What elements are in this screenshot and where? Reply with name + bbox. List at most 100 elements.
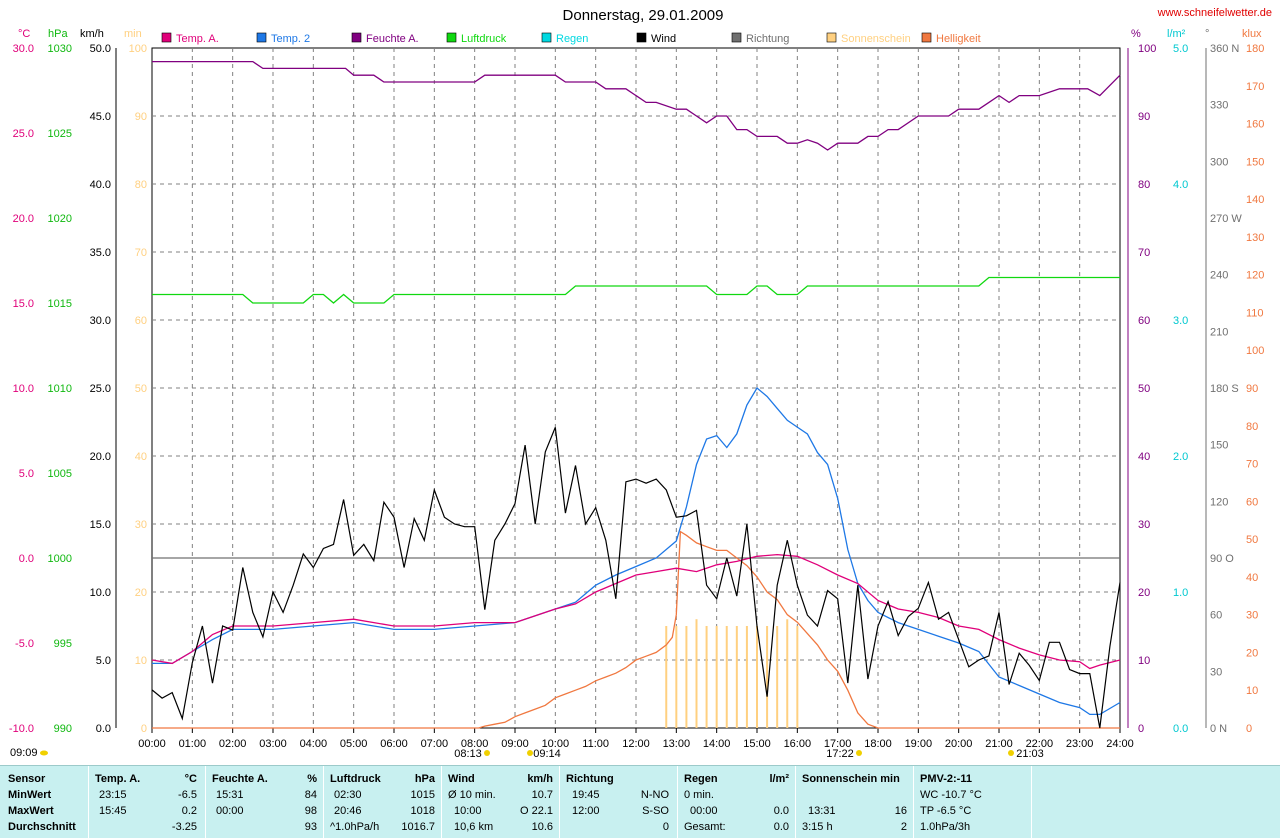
time-tick-label: 03:00 xyxy=(259,738,287,750)
axis-wind-tick: 45.0 xyxy=(90,111,111,123)
axis-temp-tick: 15.0 xyxy=(13,298,34,310)
stats-hum-min-time: 15:31 xyxy=(216,789,244,801)
stats-temp-unit: °C xyxy=(184,773,197,785)
axis-direction-tick: 90 O xyxy=(1210,553,1234,565)
time-tick-label: 08:00 xyxy=(461,738,489,750)
time-tick-label: 13:00 xyxy=(663,738,691,750)
axis-lux-tick: 80 xyxy=(1246,421,1258,433)
axis-lux-tick: 150 xyxy=(1246,156,1264,168)
stats-rain-max-time: 00:00 xyxy=(690,805,718,817)
moonrise-marker: 09:09 xyxy=(10,747,48,759)
time-tick-label: 12:00 xyxy=(622,738,650,750)
stats-temp-min-time: 23:15 xyxy=(99,789,127,801)
stats-divider xyxy=(441,766,442,838)
stats-hum: Feuchte A. % 15:31 84 00:00 98 93 xyxy=(206,766,323,838)
axis-sunmin-tick: 30 xyxy=(135,519,147,531)
axis-lux-tick: 100 xyxy=(1246,345,1264,357)
legend-swatch xyxy=(731,32,742,43)
sunrise-marker: 08:13 xyxy=(454,748,490,760)
axis-direction-tick: 210 xyxy=(1210,326,1228,338)
axis-rain-tick: 3.0 xyxy=(1173,315,1188,327)
unit-rain: l/m² xyxy=(1167,28,1186,40)
axis-labels: 30.025.020.015.010.05.00.0-5.0-10.010301… xyxy=(9,43,1264,750)
stats-pmv-trend: 1.0hPa/3h xyxy=(920,821,971,833)
stats-dir-max: S-SO xyxy=(642,805,669,817)
series-line-luftdruck xyxy=(152,276,1120,304)
axis-humidity-tick: 60 xyxy=(1138,315,1150,327)
stats-press-avg: 1016.7 xyxy=(401,821,435,833)
axis-wind-tick: 5.0 xyxy=(96,655,111,667)
unit-humidity: % xyxy=(1131,28,1141,40)
series-line-feuchte-a xyxy=(152,60,1121,151)
stats-press-max: 1018 xyxy=(410,805,435,817)
stats-temp-max-time: 15:45 xyxy=(99,805,127,817)
sunrise-icon xyxy=(484,750,490,756)
sunset-icon xyxy=(856,750,862,756)
axis-lux-tick: 50 xyxy=(1246,534,1258,546)
stats-temp-avg: -3.25 xyxy=(171,821,197,833)
stats-temp-head: Temp. A. xyxy=(95,773,141,785)
axis-wind-tick: 35.0 xyxy=(90,247,111,259)
axis-humidity-tick: 70 xyxy=(1138,247,1150,259)
axis-temp-tick: 0.0 xyxy=(19,553,34,565)
time-tick-label: 01:00 xyxy=(179,738,207,750)
axis-direction-tick: 30 xyxy=(1210,666,1222,678)
axis-pressure-tick: 1020 xyxy=(48,213,72,225)
stats-divider xyxy=(913,766,914,838)
stats-wind-unit: km/h xyxy=(527,773,553,785)
stats-row-max: MaxWert xyxy=(8,805,54,817)
stats-row-min: MinWert xyxy=(8,789,52,801)
legend-swatch xyxy=(161,32,172,43)
axis-pressure-tick: 1010 xyxy=(48,383,72,395)
axis-lux-tick: 130 xyxy=(1246,232,1264,244)
axis-direction-tick: 60 xyxy=(1210,610,1222,622)
time-tick-label: 11:00 xyxy=(582,738,609,750)
unit-direction: ° xyxy=(1205,28,1209,40)
time-tick-label: 09:00 xyxy=(501,738,529,750)
stats-sun-total: 3:15 h xyxy=(802,821,833,833)
stats-press-min-time: 02:30 xyxy=(334,789,362,801)
stats-rain-unit: l/m² xyxy=(769,773,789,785)
axis-temp-tick: 20.0 xyxy=(13,213,34,225)
moonrise-icon xyxy=(40,750,48,756)
axis-temp-tick: 30.0 xyxy=(13,43,34,55)
legend-label: Temp. A. xyxy=(176,33,219,45)
stats-wind-max: O 22.1 xyxy=(519,805,553,817)
axis-temp-tick: -5.0 xyxy=(15,638,34,650)
axis-humidity-tick: 80 xyxy=(1138,179,1150,191)
stats-wind: Wind km/h Ø 10 min. 10.7 10:00 O 22.1 10… xyxy=(442,766,559,838)
axis-lux-tick: 40 xyxy=(1246,572,1258,584)
site-link[interactable]: www.schneifelwetter.de xyxy=(1157,7,1272,19)
sunset-marker: 17:22 xyxy=(826,748,862,760)
stats-divider xyxy=(205,766,206,838)
stats-dir-max-time: 12:00 xyxy=(572,805,600,817)
axis-sunmin-tick: 60 xyxy=(135,315,147,327)
legend-swatch xyxy=(446,32,457,43)
stats-hum-head: Feuchte A. xyxy=(212,773,268,785)
time-tick-label: 20:00 xyxy=(945,738,973,750)
axis-lux-tick: 0 xyxy=(1246,723,1252,735)
axis-rain-tick: 0.0 xyxy=(1173,723,1188,735)
axis-rain-tick: 4.0 xyxy=(1173,179,1188,191)
axis-temp-tick: 5.0 xyxy=(19,468,34,480)
axis-sunmin-tick: 50 xyxy=(135,383,147,395)
moon-marker: 21:03 xyxy=(1008,748,1044,760)
axis-sunmin-tick: 40 xyxy=(135,451,147,463)
axis-pressure-tick: 1005 xyxy=(48,468,72,480)
stats-sensor-head: Sensor xyxy=(8,773,46,785)
axis-lux-tick: 30 xyxy=(1246,610,1258,622)
chart-series xyxy=(151,60,1121,729)
axis-direction-tick: 270 W xyxy=(1210,213,1242,225)
time-tick-label: 07:00 xyxy=(421,738,449,750)
axis-lux-tick: 140 xyxy=(1246,194,1264,206)
stats-pmv: PMV-2:-11 WC -10.7 °C TP -6.5 °C 1.0hPa/… xyxy=(914,766,1031,838)
axis-wind-tick: 40.0 xyxy=(90,179,111,191)
time-tick-label: 10:00 xyxy=(542,738,570,750)
axis-lux-tick: 110 xyxy=(1246,307,1264,319)
moonset-icon xyxy=(1008,750,1014,756)
legend-swatch xyxy=(826,32,837,43)
axis-lux-tick: 160 xyxy=(1246,119,1264,131)
axis-lux-tick: 90 xyxy=(1246,383,1258,395)
stats-press-unit: hPa xyxy=(414,773,435,785)
plot-grid xyxy=(151,47,1121,733)
